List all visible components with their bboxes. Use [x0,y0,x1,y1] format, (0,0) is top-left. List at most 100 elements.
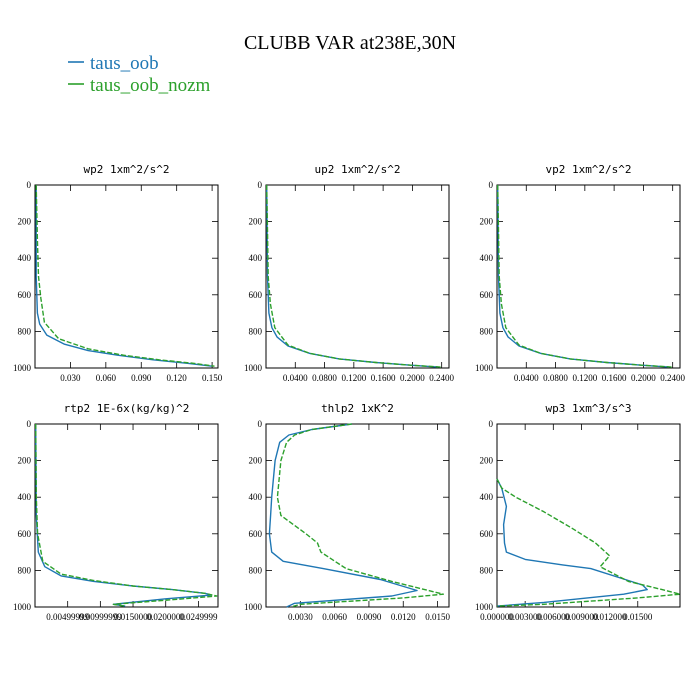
legend: taus_oob taus_oob_nozm [68,53,211,96]
x-tick-label: 0.000000 [480,612,514,622]
series-line-taus-oob [35,423,213,607]
y-tick-label: 0 [258,180,263,190]
panel-6: wp3 1xm^3/s^3020040060080010000.0000000.… [475,402,681,622]
legend-label-taus-oob-nozm: taus_oob_nozm [90,75,211,96]
x-tick-label: 0.090 [131,373,152,383]
y-tick-label: 800 [480,326,494,336]
x-tick-label: 0.0400 [283,373,308,383]
x-tick-label: 0.1600 [602,373,627,383]
x-tick-label: 0.150 [202,373,223,383]
x-tick-label: 0.0090 [357,612,382,622]
y-tick-label: 0 [258,419,263,429]
x-tick-label: 0.0800 [543,373,568,383]
series-line-taus-oob-nozm [35,184,215,367]
y-tick-label: 200 [18,456,32,466]
panels: wp2 1xm^2/s^2 0 200 400 600 800 1000 0.030 0.060… [13,163,686,622]
panel-title: rtp2 1E-6x(kg/kg)^2 [64,402,190,415]
panel-title: up2 1xm^2/s^2 [314,163,400,176]
series-line-taus-oob [497,184,670,368]
x-tick-label: 0.2000 [400,373,425,383]
y-tick-label: 800 [18,565,32,575]
y-tick-label: 200 [480,456,494,466]
y-tick-label: 400 [480,492,494,502]
y-tick-label: 200 [249,217,263,227]
y-tick-label: 400 [249,253,263,263]
plot-frame [496,184,681,369]
y-tick-label: 600 [18,529,32,539]
y-tick-label: 1000 [13,602,32,612]
x-tick-label: 0.00999999 [79,612,122,622]
y-tick-label: 1000 [13,363,32,373]
x-tick-label: 0.0150 [425,612,450,622]
y-tick-label: 200 [480,217,494,227]
y-tick-label: 1000 [475,363,494,373]
y-tick-label: 800 [480,565,494,575]
x-tick-label: 0.006000 [536,612,570,622]
plot-frame [496,423,681,608]
x-tick-label: 0.1200 [341,373,366,383]
x-tick-label: 0.01500 [623,612,653,622]
y-tick-label: 600 [18,290,32,300]
y-tick-label: 400 [480,253,494,263]
series-line-taus-oob [266,184,439,368]
x-tick-label: 0.012000 [593,612,627,622]
panel-4: rtp2 1E-6x(kg/kg)^2 0 200 400 600 800 1000 0.00… [13,402,219,622]
series-line-taus-oob [35,185,213,367]
plot-frame [34,423,219,608]
y-tick-label: 400 [249,492,263,502]
panel-5: thlp2 1xK^2 0 200 400 600 800 1000 0.0030 0.0060… [244,402,450,622]
figure-title: CLUBB VAR at238E,30N [244,32,456,54]
y-tick-label: 200 [18,217,32,227]
y-tick-label: 0 [489,180,494,190]
panel-title: wp2 1xm^2/s^2 [83,163,169,176]
series-line-taus-oob [268,423,418,608]
x-tick-label: 0.030 [60,373,81,383]
y-tick-label: 0 [489,419,494,429]
x-tick-label: 0.003000 [508,612,542,622]
x-tick-label: 0.0249999 [179,612,218,622]
y-tick-label: 0 [27,419,32,429]
x-tick-label: 0.120 [167,373,188,383]
plot-frame [265,184,450,369]
x-tick-label: 0.1600 [371,373,396,383]
panel-2: up2 1xm^2/s^2 0 200 400 600 800 1000 0.0400 0.08… [244,163,455,383]
x-tick-label: 0.2400 [660,373,685,383]
series-line-taus-oob-nozm [266,184,442,368]
y-tick-label: 800 [18,326,32,336]
x-tick-label: 0.1200 [572,373,597,383]
y-tick-label: 0 [27,180,32,190]
x-tick-label: 0.2400 [429,373,454,383]
series-line-taus-oob-nozm [497,184,673,368]
y-tick-label: 400 [18,253,32,263]
panel-title: vp2 1xm^2/s^2 [545,163,631,176]
y-tick-label: 800 [249,326,263,336]
legend-label-taus-oob: taus_oob [90,53,159,74]
y-tick-label: 1000 [475,602,494,612]
x-tick-label: 0.0030 [288,612,313,622]
series-line-taus-oob [496,478,648,607]
x-tick-label: 0.0200000 [147,612,186,622]
y-tick-label: 800 [249,565,263,575]
x-tick-label: 0.2000 [631,373,656,383]
y-tick-label: 600 [249,290,263,300]
panel-1: wp2 1xm^2/s^2 0 200 400 600 800 1000 0.030 0.060… [13,163,223,383]
series-line-taus-oob-nozm [496,478,681,607]
x-tick-label: 0.0120 [391,612,416,622]
x-tick-label: 0.0800 [312,373,337,383]
plot-frame [265,423,450,608]
y-tick-label: 600 [480,529,494,539]
y-tick-label: 200 [249,456,263,466]
x-tick-label: 0.00499999 [46,612,89,622]
series-line-taus-oob-nozm [276,423,444,608]
y-tick-label: 400 [18,492,32,502]
panel-title: wp3 1xm^3/s^3 [545,402,631,415]
plot-frame [34,184,219,369]
y-tick-label: 600 [480,290,494,300]
y-tick-label: 1000 [244,602,263,612]
x-tick-label: 0.060 [96,373,117,383]
x-tick-label: 0.009000 [565,612,599,622]
x-tick-label: 0.0150000 [114,612,153,622]
panel-3: vp2 1xm^2/s^2 0 200 400 600 800 1000 0.0400 0.08… [475,163,686,383]
x-tick-label: 0.0060 [322,612,347,622]
